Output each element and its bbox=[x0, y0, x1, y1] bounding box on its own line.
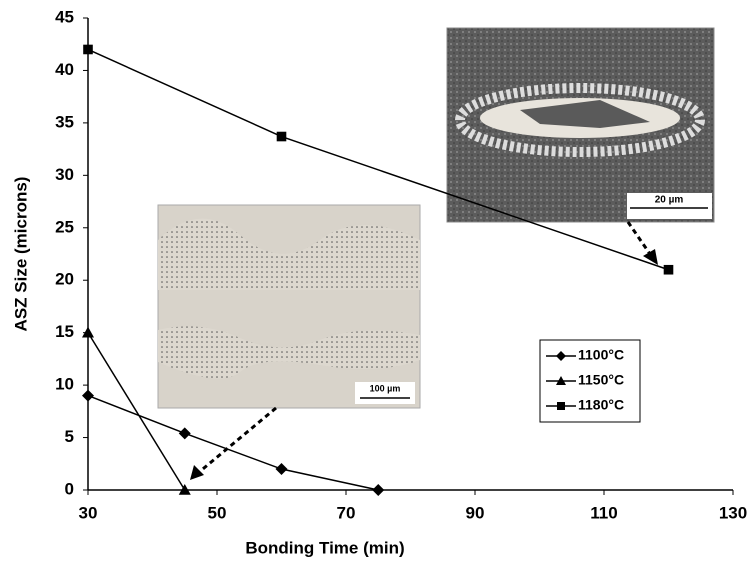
y-tick-label: 0 bbox=[65, 479, 74, 498]
marker bbox=[277, 132, 287, 142]
legend-label: 1150°C bbox=[578, 372, 624, 388]
y-tick-label: 45 bbox=[55, 7, 74, 26]
y-tick-label: 10 bbox=[55, 375, 74, 394]
y-tick-label: 40 bbox=[55, 60, 74, 79]
arrowhead bbox=[643, 249, 658, 265]
arrowhead bbox=[190, 465, 204, 480]
legend-label: 1180°C bbox=[578, 397, 624, 413]
x-tick-label: 90 bbox=[466, 503, 485, 522]
y-tick-label: 35 bbox=[55, 112, 74, 131]
marker bbox=[276, 463, 288, 475]
x-axis-label: Bonding Time (min) bbox=[245, 538, 404, 557]
inset-bottom: 100 µm bbox=[158, 205, 420, 408]
marker bbox=[82, 390, 94, 402]
y-tick-label: 5 bbox=[65, 427, 74, 446]
x-tick-label: 30 bbox=[79, 503, 98, 522]
marker bbox=[664, 265, 674, 275]
inset-top: 20 µm bbox=[447, 28, 714, 222]
x-tick-label: 110 bbox=[590, 503, 617, 522]
x-tick-label: 70 bbox=[337, 503, 356, 522]
marker bbox=[372, 484, 384, 496]
y-tick-label: 15 bbox=[55, 322, 74, 341]
marker bbox=[179, 427, 191, 439]
y-tick-label: 20 bbox=[55, 270, 74, 289]
marker bbox=[82, 327, 94, 338]
x-tick-label: 130 bbox=[719, 503, 747, 522]
x-tick-label: 50 bbox=[208, 503, 227, 522]
scale-label: 100 µm bbox=[370, 383, 401, 393]
arrow bbox=[628, 222, 652, 257]
y-axis-label: ASZ Size (microns) bbox=[11, 177, 30, 332]
y-tick-label: 25 bbox=[55, 217, 74, 236]
page: Bonding Time (min) ASZ Size (microns) 20… bbox=[0, 0, 751, 569]
legend-marker bbox=[557, 402, 565, 410]
y-tick-label: 30 bbox=[55, 165, 74, 184]
marker bbox=[83, 45, 93, 55]
legend-label: 1100°C bbox=[578, 347, 624, 363]
chart: Bonding Time (min) ASZ Size (microns) 20… bbox=[0, 0, 751, 564]
scale-label: 20 µm bbox=[655, 195, 684, 206]
